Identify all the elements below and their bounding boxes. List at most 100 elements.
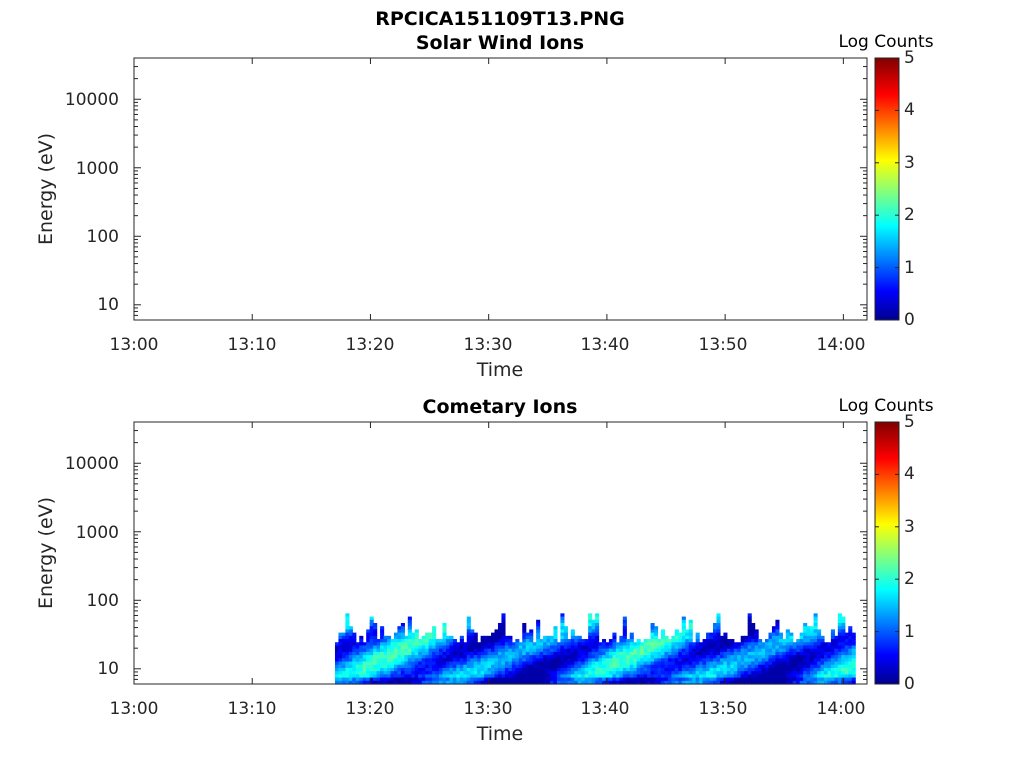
panel-title: Cometary Ions — [423, 396, 578, 418]
spectrogram-cell — [341, 651, 346, 656]
spectrogram-cell — [376, 658, 381, 663]
spectrogram-cell — [532, 658, 537, 663]
spectrogram-cell — [629, 671, 634, 675]
spectrogram-cell — [803, 635, 808, 640]
spectrogram-cell — [681, 667, 686, 672]
spectrogram-cell — [345, 671, 350, 675]
spectrogram-cell — [560, 677, 565, 682]
spectrogram-cell — [511, 671, 516, 675]
spectrogram-cell — [543, 635, 548, 640]
spectrogram-cell — [608, 671, 614, 675]
spectrogram-cell — [660, 671, 666, 675]
spectrogram-cell — [650, 677, 655, 682]
spectrogram-cell — [654, 645, 659, 650]
spectrogram-cell — [726, 648, 731, 653]
spectrogram-cell — [612, 658, 617, 663]
spectrogram-cell — [615, 661, 620, 666]
spectrogram-cell — [785, 667, 790, 672]
spectrogram-cell — [744, 671, 749, 675]
spectrogram-cell — [338, 632, 343, 637]
spectrogram-cell — [442, 632, 447, 637]
spectrogram-cell — [657, 667, 662, 672]
spectrogram-cell — [574, 677, 579, 682]
spectrogram-cell — [650, 661, 655, 666]
spectrogram-cell — [823, 661, 829, 666]
spectrogram-cell — [515, 655, 520, 659]
spectrogram-cell — [664, 661, 669, 666]
spectrogram-cell — [428, 635, 433, 640]
spectrogram-cell — [487, 642, 492, 647]
spectrogram-cell — [830, 667, 835, 672]
spectrogram-cell — [803, 651, 808, 656]
spectrogram-cell — [789, 648, 794, 653]
spectrogram-cell — [841, 664, 846, 669]
spectrogram-cell — [678, 651, 683, 656]
spectrogram-cell — [393, 632, 399, 637]
spectrogram-cell — [643, 680, 648, 685]
spectrogram-cell — [650, 658, 655, 663]
spectrogram-cell — [792, 661, 797, 666]
spectrogram-cell — [366, 639, 371, 643]
spectrogram-cell — [737, 645, 742, 650]
spectrogram-cell — [536, 648, 541, 653]
spectrogram-cell — [348, 661, 353, 666]
spectrogram-cell — [345, 648, 350, 653]
spectrogram-cell — [383, 680, 388, 685]
spectrogram-cell — [754, 674, 759, 679]
spectrogram-cell — [591, 619, 596, 624]
spectrogram-cell — [359, 655, 364, 659]
spectrogram-cell — [591, 655, 596, 659]
spectrogram-cell — [681, 661, 686, 666]
spectrogram-cell — [546, 680, 551, 685]
spectrogram-cell — [577, 680, 582, 685]
spectrogram-cell — [595, 622, 600, 627]
spectrogram-cell — [664, 655, 669, 659]
spectrogram-cell — [362, 655, 367, 659]
spectrogram-cell — [383, 677, 388, 682]
spectrogram-cell — [643, 664, 648, 669]
spectrogram-cell — [823, 677, 829, 682]
spectrogram-cell — [428, 642, 433, 647]
spectrogram-cell — [685, 677, 690, 682]
spectrogram-cell — [588, 616, 593, 621]
spectrogram-cell — [591, 680, 596, 685]
colorbar-tick-label: 3 — [904, 517, 915, 537]
spectrogram-cell — [789, 677, 794, 682]
spectrogram-cell — [751, 645, 756, 650]
spectrogram-cell — [501, 664, 506, 669]
spectrogram-cell — [553, 645, 558, 650]
spectrogram-cell — [848, 642, 853, 647]
spectrogram-cell — [497, 674, 503, 679]
spectrogram-cell — [740, 664, 745, 669]
spectrogram-cell — [497, 655, 503, 659]
spectrogram-cell — [709, 632, 714, 637]
spectrogram-cell — [799, 674, 804, 679]
spectrogram-cell — [608, 655, 614, 659]
spectrogram-cell — [418, 651, 423, 656]
spectrogram-cell — [414, 658, 419, 663]
spectrogram-cell — [608, 645, 614, 650]
spectrogram-cell — [449, 642, 454, 647]
spectrogram-cell — [796, 661, 801, 666]
spectrogram-cell — [723, 642, 728, 647]
spectrogram-cell — [546, 639, 551, 643]
spectrogram-cell — [515, 661, 520, 666]
spectrogram-cell — [775, 664, 780, 669]
spectrogram-cell — [497, 635, 503, 640]
spectrogram-cell — [841, 635, 846, 640]
spectrogram-cell — [563, 680, 568, 685]
spectrogram-cell — [421, 639, 426, 643]
spectrogram-cell — [810, 655, 815, 659]
spectrogram-cell — [650, 667, 655, 672]
spectrogram-cell — [442, 645, 447, 650]
spectrogram-cell — [827, 674, 832, 679]
spectrogram-cell — [608, 658, 614, 663]
spectrogram-cell — [591, 671, 596, 675]
spectrogram-cell — [626, 671, 631, 675]
spectrogram-cell — [806, 658, 811, 663]
spectrogram-cell — [723, 655, 728, 659]
spectrogram-cell — [459, 671, 464, 675]
spectrogram-cell — [550, 642, 555, 647]
spectrogram-cell — [841, 632, 846, 637]
spectrogram-cell — [654, 655, 659, 659]
